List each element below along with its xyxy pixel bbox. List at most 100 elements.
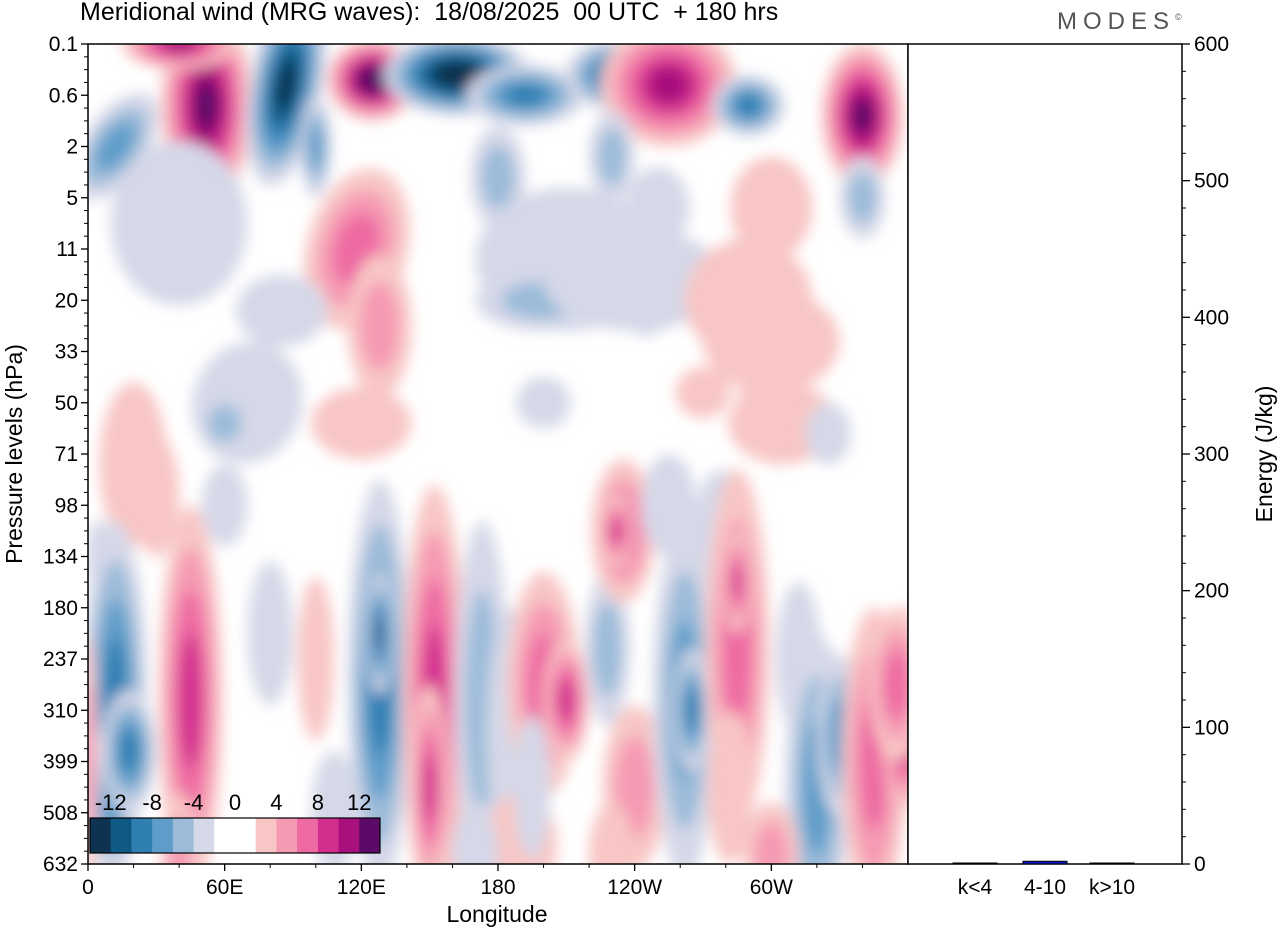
contour-level [236,274,328,347]
contour-level [311,387,412,460]
x-tick-label: 0 [82,876,94,899]
y-tick-label: 508 [43,802,78,825]
y-axis-title: Pressure levels (hPa) [1,344,27,564]
colorbar-frame [89,817,381,854]
brand-logo: MODES© [1057,8,1182,36]
contour-level [754,822,789,864]
x-tick-label: 120E [337,876,386,899]
contour-level [308,123,323,170]
y-tick-label: 134 [43,546,78,569]
contour-level [848,172,877,223]
energy-tick-label: 500 [1194,170,1229,193]
contour-level [375,615,384,651]
contour-level [593,601,622,697]
colorbar-swatch [131,818,153,853]
colorbar-swatch [90,818,112,853]
heatmap-axes: 0 60E 120E 180 120W 60W 0.1 0.6 2 5 11 20 33 50 71 98 13… [43,33,863,899]
contour-level [589,802,635,864]
energy-tick-label: 300 [1194,443,1229,466]
colorbar-label: 12 [347,790,371,815]
x-tick-label: 60W [750,876,793,899]
contour-level [195,80,218,131]
contour-level [247,561,293,706]
y-tick-label: 5 [66,187,78,210]
contour-level [441,66,473,84]
contour-level [641,454,697,557]
contour-level [735,94,762,117]
contour-level [207,404,242,443]
colorbar-label: -12 [95,790,127,815]
energy-tick-label: 400 [1194,306,1229,329]
energy-tick-label: 600 [1194,33,1229,56]
energy-bar-chart: 0 100 200 300 400 500 600 k<4 4-10 k>10 [952,33,1229,899]
colorbar-swatch [276,818,298,853]
contour-level [119,729,139,773]
contour-level [597,128,626,186]
contour-level [516,377,571,429]
y-tick-label: 180 [43,597,78,620]
colorbar-swatch [110,818,132,853]
contour-level [610,518,622,544]
contour-level [88,682,94,841]
contour-level [297,577,334,741]
energy-tick-label: 200 [1194,580,1229,603]
energy-bar [1089,862,1135,865]
y-tick-label: 0.1 [49,33,78,56]
x-tick-label: 120W [607,876,662,899]
contour-level [805,402,852,465]
energy-tick-label: 100 [1194,716,1229,739]
x-tick-label: 60E [206,876,243,899]
contour-level [452,802,498,864]
energy-category-label: k>10 [1089,876,1135,899]
colorbar-swatch [152,818,174,853]
colorbar-swatch [317,818,340,853]
contour-level [649,67,689,103]
y-tick-label: 632 [43,853,78,876]
wind-contours [88,44,908,864]
brand-text: MODES [1057,8,1176,35]
contour-level [179,632,202,768]
contour-level [730,156,813,260]
contour-level [558,678,575,722]
contour-level [423,751,437,823]
y-tick-label: 399 [43,751,78,774]
colorbar-label: -8 [142,790,162,815]
y-tick-label: 71 [55,443,78,466]
energy-tick-label: 0 [1194,853,1206,876]
contour-level [133,433,180,557]
contour-level [685,688,698,732]
colorbar-label: 4 [270,790,282,815]
energy-bar [952,862,998,865]
y-tick-label: 2 [66,136,78,159]
contour-level [543,228,726,331]
y-tick-label: 33 [55,341,78,364]
x-tick-label: 180 [480,876,515,899]
colorbar: -12 -8 -4 0 4 8 12 [89,790,381,854]
colorbar-swatch [172,818,195,853]
contour-level [110,141,248,306]
contour-level [513,715,551,859]
contour-level [363,71,383,89]
energy-category-label: 4-10 [1024,876,1066,899]
contour-level [703,290,840,393]
y-tick-label: 310 [43,699,78,722]
contour-level [732,564,742,600]
colorbar-swatch [193,818,215,853]
y-tick-label: 237 [43,648,78,671]
contour-level [359,281,400,371]
chart-title: Meridional wind (MRG waves): 18/08/2025 … [80,0,779,26]
energy-category-label: k<4 [958,876,993,899]
energy-bar [1022,860,1068,865]
contour-level [852,98,873,134]
energy-axis-title: Energy (J/kg) [1251,386,1277,523]
contour-level [707,710,754,864]
contour-level [201,464,248,547]
colorbar-swatch [255,818,277,853]
colorbar-swatch [235,818,257,853]
colorbar-label: 8 [312,790,324,815]
contour-level [276,60,296,110]
heatmap-panel [88,44,908,864]
contour-level [95,122,135,171]
contour-level [481,145,515,209]
